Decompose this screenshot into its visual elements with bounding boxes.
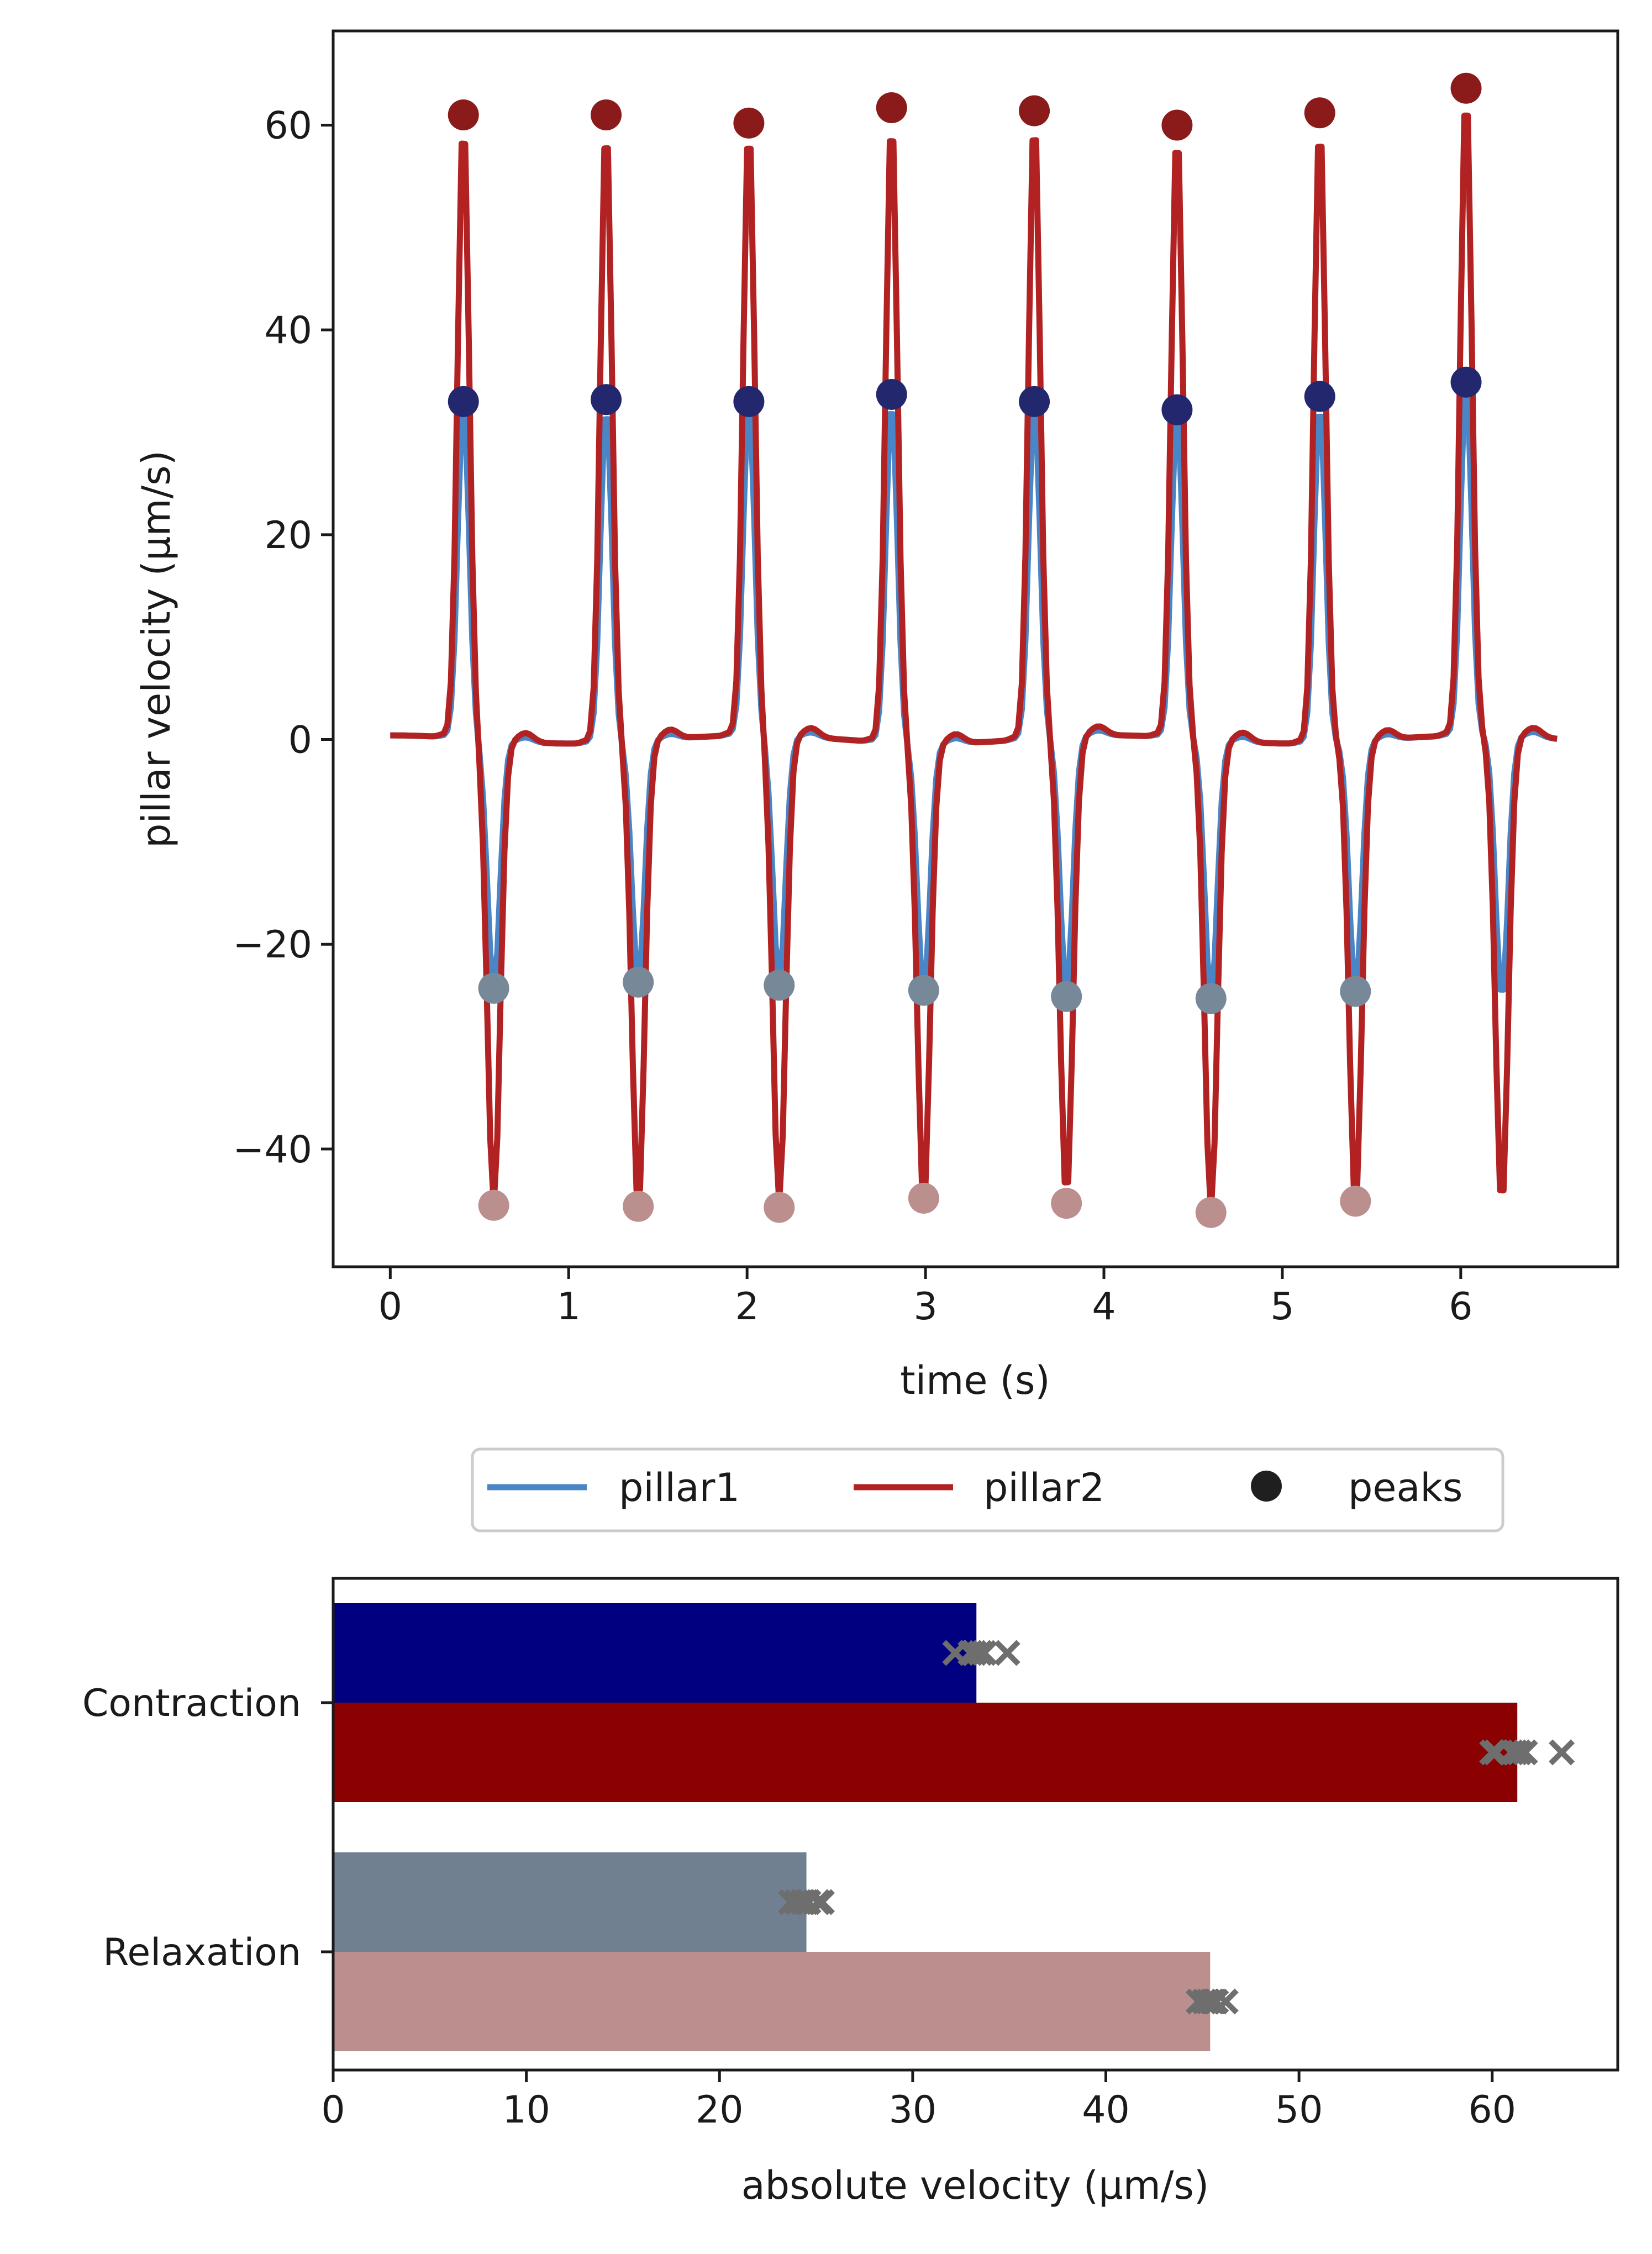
pillar2-contraction-peak-5 xyxy=(1161,109,1193,141)
marker-relaxation-pillar2-5 xyxy=(1212,1988,1239,2015)
marker-relaxation-pillar1-6 xyxy=(795,1889,822,1915)
top-x-axis-label: time (s) xyxy=(900,1358,1050,1403)
top-x-tick-label-3: 3 xyxy=(913,1285,937,1329)
pillar2-relaxation-peak-1 xyxy=(623,1191,654,1222)
pillar1-relaxation-peak-4 xyxy=(1051,981,1082,1012)
pillar2-relaxation-peak-0 xyxy=(478,1189,509,1221)
top-y-tick-label-60: 60 xyxy=(264,104,312,148)
bar-contraction-pillar2 xyxy=(333,1703,1518,1802)
top-y-tick-label-40: 40 xyxy=(264,309,312,352)
top-y-ticks: −40 −20 0 20 40 60 xyxy=(233,104,333,1172)
top-plot-frame xyxy=(332,29,1619,1268)
pillar1-contraction-peak-7 xyxy=(1450,366,1482,398)
bottom-x-tick-label-50: 50 xyxy=(1275,2088,1323,2132)
bottom-x-tick-label-60: 60 xyxy=(1468,2088,1516,2132)
pillar2-contraction-peak-7 xyxy=(1450,72,1482,104)
legend-pillar2-label: pillar2 xyxy=(983,1465,1104,1510)
marker-contraction-pillar2-3 xyxy=(1512,1739,1538,1766)
pillar1-relaxation-peak-6 xyxy=(1340,976,1371,1007)
pillar1-relaxation-peak-3 xyxy=(908,975,939,1006)
bar-contraction-pillar1 xyxy=(333,1603,977,1703)
absolute-velocity-bar-chart: 0 10 20 30 40 50 60 Contraction Relaxation abso… xyxy=(82,1577,1619,2208)
pillar1-contraction-peak-1 xyxy=(591,384,622,415)
marker-relaxation-pillar2-3 xyxy=(1185,1988,1212,2015)
bottom-y-tick-label-contraction: Contraction xyxy=(82,1682,301,1725)
marker-contraction-pillar1-7 xyxy=(994,1640,1020,1666)
bar-point-markers-group xyxy=(778,1640,1575,2015)
pillar2-contraction-peak-0 xyxy=(448,99,479,130)
peak-markers-group xyxy=(448,72,1482,1228)
pillar2-relaxation-peak-6 xyxy=(1340,1186,1371,1217)
pillar2-relaxation-peak-4 xyxy=(1051,1188,1082,1219)
pillar2-relaxation-peak-2 xyxy=(764,1192,795,1223)
bottom-x-tick-label-0: 0 xyxy=(321,2088,345,2132)
bottom-x-axis-label: absolute velocity (μm/s) xyxy=(741,2163,1209,2208)
pillar1-relaxation-peak-2 xyxy=(764,970,795,1001)
legend: pillar1 pillar2 peaks xyxy=(471,1447,1504,1532)
pillar1-contraction-peak-0 xyxy=(448,386,479,417)
marker-contraction-pillar2-6 xyxy=(1502,1739,1529,1766)
top-x-tick-label-5: 5 xyxy=(1270,1285,1294,1329)
pillar1-contraction-peak-6 xyxy=(1304,381,1335,412)
top-y-tick-label-20: 20 xyxy=(264,514,312,557)
bars-group xyxy=(333,1603,1518,2051)
top-x-tick-label-0: 0 xyxy=(378,1285,402,1329)
pillar1-relaxation-peak-0 xyxy=(478,972,509,1004)
bottom-x-tick-label-20: 20 xyxy=(696,2088,744,2132)
top-y-tick-label--20: −20 xyxy=(233,923,312,967)
legend-box xyxy=(471,1447,1504,1532)
legend-peaks-marker xyxy=(1251,1471,1282,1502)
pillar1-contraction-peak-5 xyxy=(1161,394,1193,425)
legend-pillar1-label: pillar1 xyxy=(619,1465,740,1510)
bottom-plot-frame xyxy=(332,1577,1619,2072)
bottom-x-tick-label-10: 10 xyxy=(502,2088,550,2132)
pillar2-relaxation-peak-5 xyxy=(1195,1197,1227,1228)
marker-relaxation-pillar2-6 xyxy=(1191,1988,1218,2015)
bar-relaxation-pillar2 xyxy=(333,1952,1211,2051)
top-x-tick-label-2: 2 xyxy=(735,1285,759,1329)
top-y-tick-label--40: −40 xyxy=(233,1128,312,1172)
pillar2-contraction-peak-1 xyxy=(591,99,622,130)
top-x-tick-label-6: 6 xyxy=(1449,1285,1472,1329)
pillar2-contraction-peak-2 xyxy=(733,107,765,139)
bottom-y-ticks: Contraction Relaxation xyxy=(82,1682,333,1974)
top-y-tick-label-0: 0 xyxy=(288,719,312,762)
bottom-x-ticks: 0 10 20 30 40 50 60 xyxy=(321,2070,1516,2132)
pillar2-contraction-peak-4 xyxy=(1019,95,1050,127)
bottom-x-tick-label-40: 40 xyxy=(1082,2088,1130,2132)
top-y-axis-label: pillar velocity (μm/s) xyxy=(134,450,179,848)
pillar2-contraction-peak-3 xyxy=(876,92,907,124)
top-x-ticks: 0 1 2 3 4 5 6 xyxy=(378,1267,1472,1329)
pillar1-contraction-peak-4 xyxy=(1019,386,1050,417)
legend-peaks-label: peaks xyxy=(1348,1465,1462,1510)
bar-relaxation-pillar1 xyxy=(333,1852,807,1952)
pillar1-relaxation-peak-1 xyxy=(623,966,654,998)
top-x-tick-label-4: 4 xyxy=(1092,1285,1116,1329)
pillar1-relaxation-peak-5 xyxy=(1195,983,1227,1014)
bottom-x-tick-label-30: 30 xyxy=(889,2088,937,2132)
marker-contraction-pillar2-7 xyxy=(1549,1739,1575,1766)
marker-contraction-pillar2-5 xyxy=(1479,1739,1506,1766)
marker-contraction-pillar1-6 xyxy=(967,1640,993,1666)
top-x-tick-label-1: 1 xyxy=(557,1285,581,1329)
pillar2-relaxation-peak-3 xyxy=(908,1182,939,1214)
bottom-y-tick-label-relaxation: Relaxation xyxy=(103,1931,301,1974)
pillar2-contraction-peak-6 xyxy=(1304,97,1335,129)
velocity-time-plot: 0 1 2 3 4 5 6 −40 −20 0 20 40 60 time (s) pillar ve… xyxy=(134,29,1619,1403)
pillar1-contraction-peak-3 xyxy=(876,378,907,410)
pillar1-contraction-peak-2 xyxy=(733,386,765,417)
marker-contraction-pillar1-5 xyxy=(942,1640,969,1666)
